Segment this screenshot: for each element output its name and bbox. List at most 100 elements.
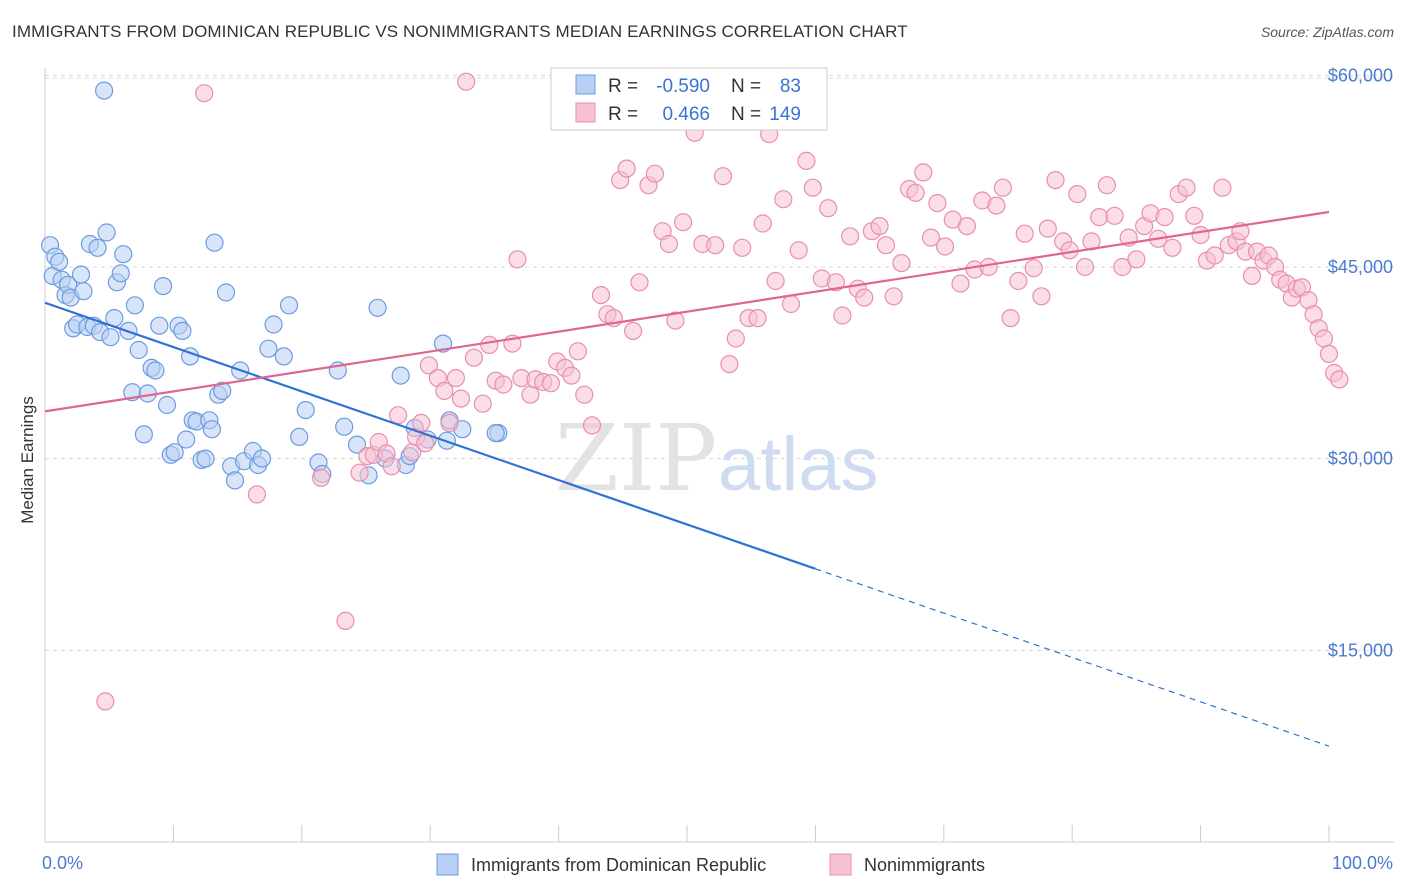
point-nonimmigrants bbox=[521, 385, 540, 404]
point-nonimmigrants bbox=[457, 72, 476, 91]
point-immigrants bbox=[391, 366, 410, 385]
y-tick-label: $45,000 bbox=[1328, 257, 1393, 277]
point-nonimmigrants bbox=[1075, 257, 1095, 277]
point-immigrants bbox=[196, 449, 215, 468]
point-nonimmigrants bbox=[870, 217, 889, 236]
point-nonimmigrants bbox=[451, 389, 471, 408]
point-nonimmigrants bbox=[803, 178, 822, 197]
point-nonimmigrants bbox=[1314, 329, 1334, 348]
watermark-atlas: atlas bbox=[718, 422, 879, 507]
point-immigrants bbox=[264, 315, 283, 334]
legend-r-value-2: 0.466 bbox=[662, 104, 710, 125]
point-immigrants bbox=[173, 321, 192, 340]
trend-line-nonimmigrants bbox=[44, 210, 1330, 413]
point-nonimmigrants bbox=[951, 274, 970, 293]
point-nonimmigrants bbox=[247, 485, 266, 504]
point-immigrants bbox=[165, 443, 184, 462]
point-immigrants bbox=[177, 430, 196, 449]
point-nonimmigrants bbox=[412, 413, 431, 432]
point-nonimmigrants bbox=[591, 286, 611, 305]
point-nonimmigrants bbox=[1024, 259, 1043, 278]
point-nonimmigrants bbox=[766, 271, 785, 291]
point-nonimmigrants bbox=[884, 287, 903, 306]
point-immigrants bbox=[146, 361, 165, 380]
point-nonimmigrants bbox=[562, 366, 581, 385]
point-nonimmigrants bbox=[1242, 266, 1262, 285]
point-nonimmigrants bbox=[935, 237, 955, 256]
point-nonimmigrants bbox=[733, 238, 752, 257]
point-nonimmigrants bbox=[645, 164, 665, 183]
point-nonimmigrants bbox=[993, 178, 1013, 197]
tick-labels: $15,000 $30,000 $45,000 $60,000 0.0% 100.0% bbox=[42, 65, 1393, 873]
legend-n-value-1: 83 bbox=[780, 76, 801, 97]
point-immigrants bbox=[49, 252, 69, 271]
point-nonimmigrants bbox=[928, 194, 947, 213]
point-nonimmigrants bbox=[96, 692, 115, 711]
point-immigrants bbox=[125, 296, 144, 315]
point-nonimmigrants bbox=[914, 163, 933, 182]
point-nonimmigrants bbox=[1009, 271, 1028, 291]
bottom-legend-swatch-blue bbox=[436, 853, 459, 876]
y-tick-label: $15,000 bbox=[1328, 640, 1393, 660]
point-nonimmigrants bbox=[673, 213, 693, 232]
point-nonimmigrants bbox=[1319, 344, 1339, 363]
point-nonimmigrants bbox=[1015, 224, 1034, 243]
point-nonimmigrants bbox=[659, 234, 679, 254]
point-nonimmigrants bbox=[1113, 257, 1132, 277]
point-nonimmigrants bbox=[617, 159, 636, 178]
point-nonimmigrants bbox=[774, 190, 793, 209]
point-nonimmigrants bbox=[1127, 250, 1146, 269]
point-nonimmigrants bbox=[582, 416, 602, 435]
point-nonimmigrants bbox=[666, 311, 685, 330]
watermark-zip: ZIP bbox=[555, 405, 717, 512]
point-nonimmigrants bbox=[906, 183, 925, 202]
point-nonimmigrants bbox=[568, 342, 588, 361]
point-nonimmigrants bbox=[336, 611, 355, 631]
point-nonimmigrants bbox=[797, 151, 816, 170]
point-immigrants bbox=[252, 449, 272, 468]
point-nonimmigrants bbox=[446, 369, 465, 388]
point-nonimmigrants bbox=[1330, 370, 1349, 389]
point-immigrants bbox=[274, 347, 293, 366]
point-immigrants bbox=[150, 316, 169, 335]
x-tick-label: 0.0% bbox=[42, 853, 83, 873]
point-nonimmigrants bbox=[419, 356, 438, 375]
point-immigrants bbox=[111, 264, 130, 283]
point-immigrants bbox=[213, 381, 232, 400]
x-tick-label: 100.0% bbox=[1332, 853, 1393, 873]
point-nonimmigrants bbox=[1177, 178, 1196, 197]
point-immigrants bbox=[97, 223, 116, 242]
point-immigrants bbox=[101, 328, 120, 347]
point-immigrants bbox=[347, 435, 367, 454]
legend-n-label-1: N = bbox=[731, 76, 761, 97]
point-nonimmigrants bbox=[1046, 171, 1065, 190]
point-immigrants bbox=[279, 296, 299, 315]
point-nonimmigrants bbox=[979, 257, 998, 277]
point-nonimmigrants bbox=[1068, 185, 1087, 204]
legend-swatch-blue bbox=[575, 74, 596, 95]
trend-line-immigrants-projection bbox=[815, 568, 1330, 747]
legend-r-label-2: R = bbox=[608, 104, 638, 125]
point-nonimmigrants bbox=[1191, 225, 1210, 245]
point-nonimmigrants bbox=[389, 406, 408, 425]
point-nonimmigrants bbox=[748, 309, 767, 328]
point-nonimmigrants bbox=[416, 434, 435, 453]
point-immigrants bbox=[205, 233, 224, 252]
point-nonimmigrants bbox=[480, 335, 499, 354]
point-nonimmigrants bbox=[789, 241, 808, 260]
point-immigrants bbox=[202, 420, 221, 439]
point-immigrants bbox=[74, 282, 93, 301]
point-nonimmigrants bbox=[1155, 208, 1174, 227]
source-credit: Source: ZipAtlas.com bbox=[1260, 24, 1394, 40]
point-nonimmigrants bbox=[473, 394, 492, 413]
point-nonimmigrants bbox=[1185, 206, 1204, 225]
point-nonimmigrants bbox=[575, 385, 594, 404]
point-nonimmigrants bbox=[1163, 238, 1182, 257]
correlation-legend: R = -0.590 N = 83 R = 0.466 N = 149 bbox=[550, 67, 828, 131]
point-immigrants bbox=[368, 298, 387, 317]
point-nonimmigrants bbox=[819, 199, 838, 218]
point-nonimmigrants bbox=[541, 374, 561, 393]
point-nonimmigrants bbox=[1001, 309, 1020, 328]
point-nonimmigrants bbox=[508, 250, 527, 269]
